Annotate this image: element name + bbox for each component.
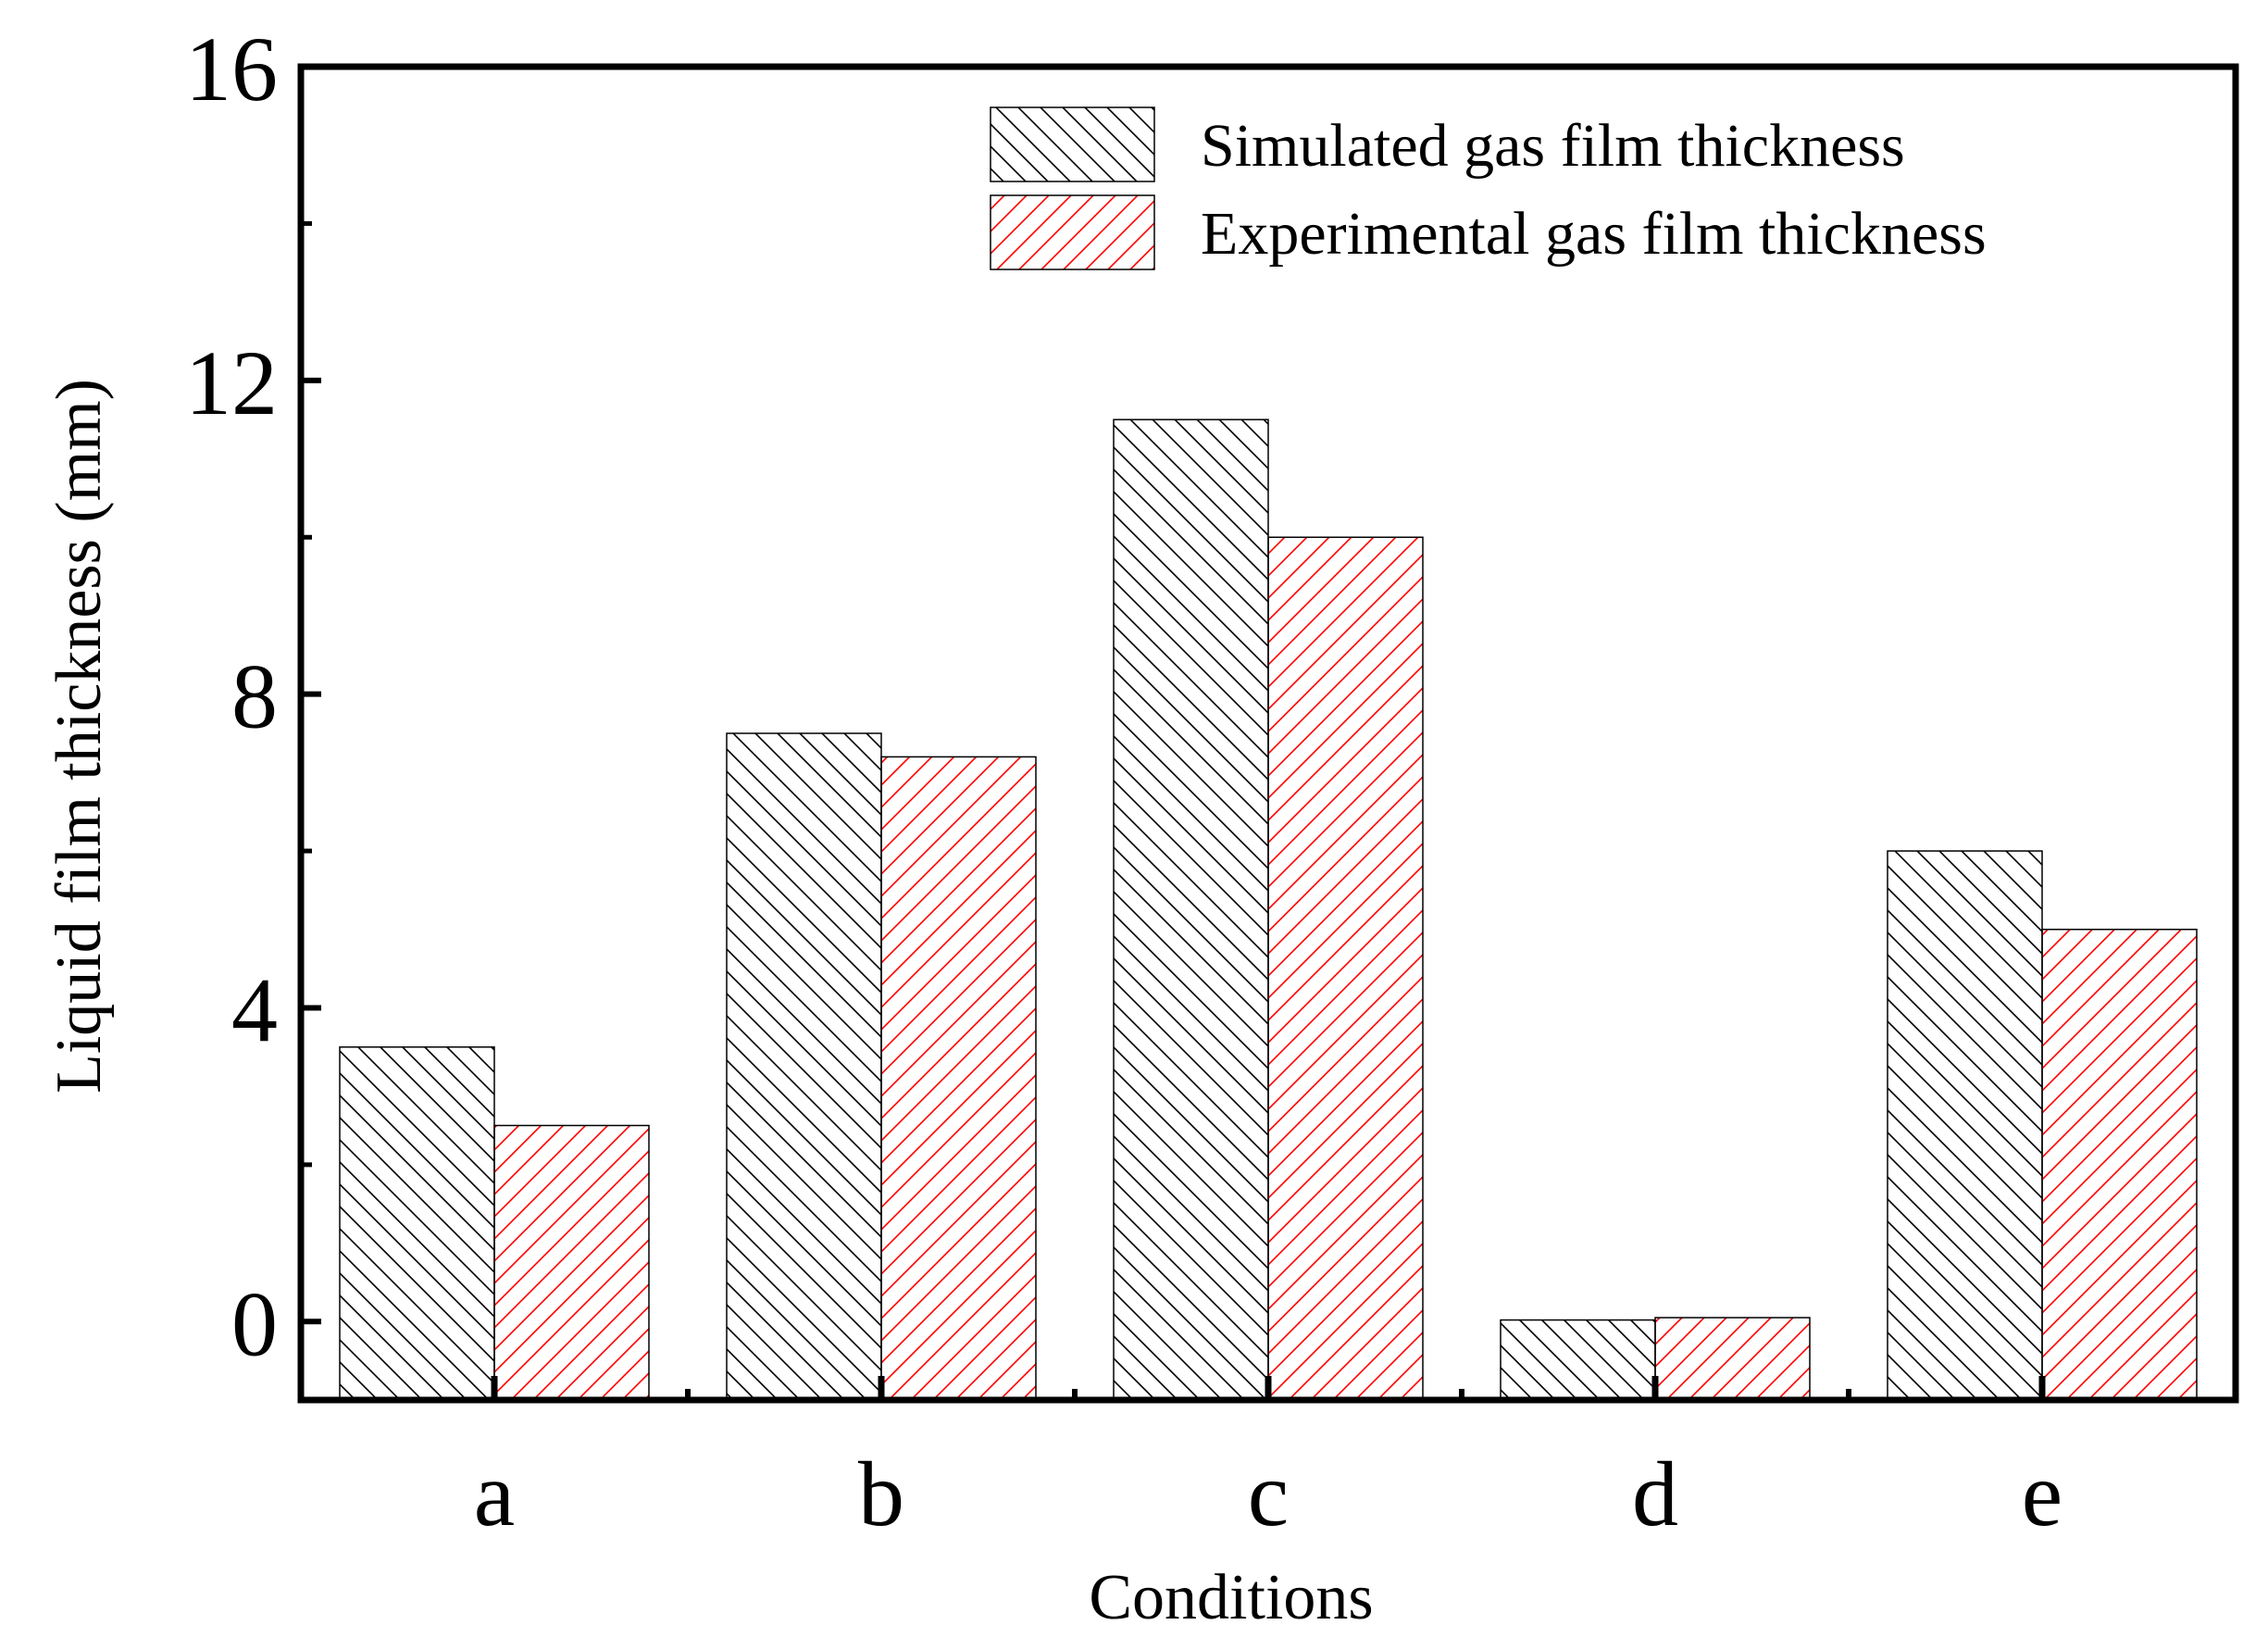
bar-experimental-d: [1654, 1317, 1811, 1401]
bar-simulated-d: [1500, 1319, 1656, 1401]
x-tick-label-b: b: [858, 1443, 904, 1545]
legend-label-experimental: Experimental gas film thickness: [1201, 200, 1987, 268]
legend-label-simulated: Simulated gas film thickness: [1201, 112, 1905, 180]
x-tick-label-a: a: [474, 1443, 515, 1545]
legend-swatch-simulated: [990, 106, 1155, 182]
bar-experimental-c: [1267, 536, 1424, 1401]
bar-experimental-b: [880, 756, 1037, 1401]
labels-layer: a b c d e 0 4 8 12 16 Conditions Liquid film thickn…: [44, 18, 2062, 1633]
legend: Simulated gas film thickness Experimental…: [990, 106, 1987, 270]
y-tick-label-0: 0: [231, 1272, 278, 1375]
bar-simulated-e: [1887, 850, 2043, 1401]
y-tick-label-12: 12: [185, 331, 278, 434]
x-axis-title: Conditions: [1089, 1562, 1373, 1633]
bars-layer: [339, 419, 2198, 1401]
y-tick-label-4: 4: [231, 958, 278, 1061]
y-tick-label-16: 16: [185, 18, 278, 120]
bar-experimental-a: [493, 1124, 650, 1401]
plot-frame: [297, 63, 2239, 1404]
bar-simulated-a: [339, 1046, 495, 1401]
x-tick-label-e: e: [2022, 1443, 2062, 1545]
bar-simulated-b: [726, 732, 882, 1401]
y-axis-title: Liquid film thickness (mm): [44, 379, 115, 1094]
axes-layer: [297, 63, 2239, 1404]
legend-swatch-experimental: [990, 194, 1155, 270]
bar-experimental-e: [2041, 929, 2198, 1401]
x-tick-label-c: c: [1248, 1443, 1289, 1545]
y-tick-label-8: 8: [231, 645, 278, 748]
x-tick-label-d: d: [1632, 1443, 1678, 1545]
bar-simulated-c: [1113, 419, 1269, 1401]
